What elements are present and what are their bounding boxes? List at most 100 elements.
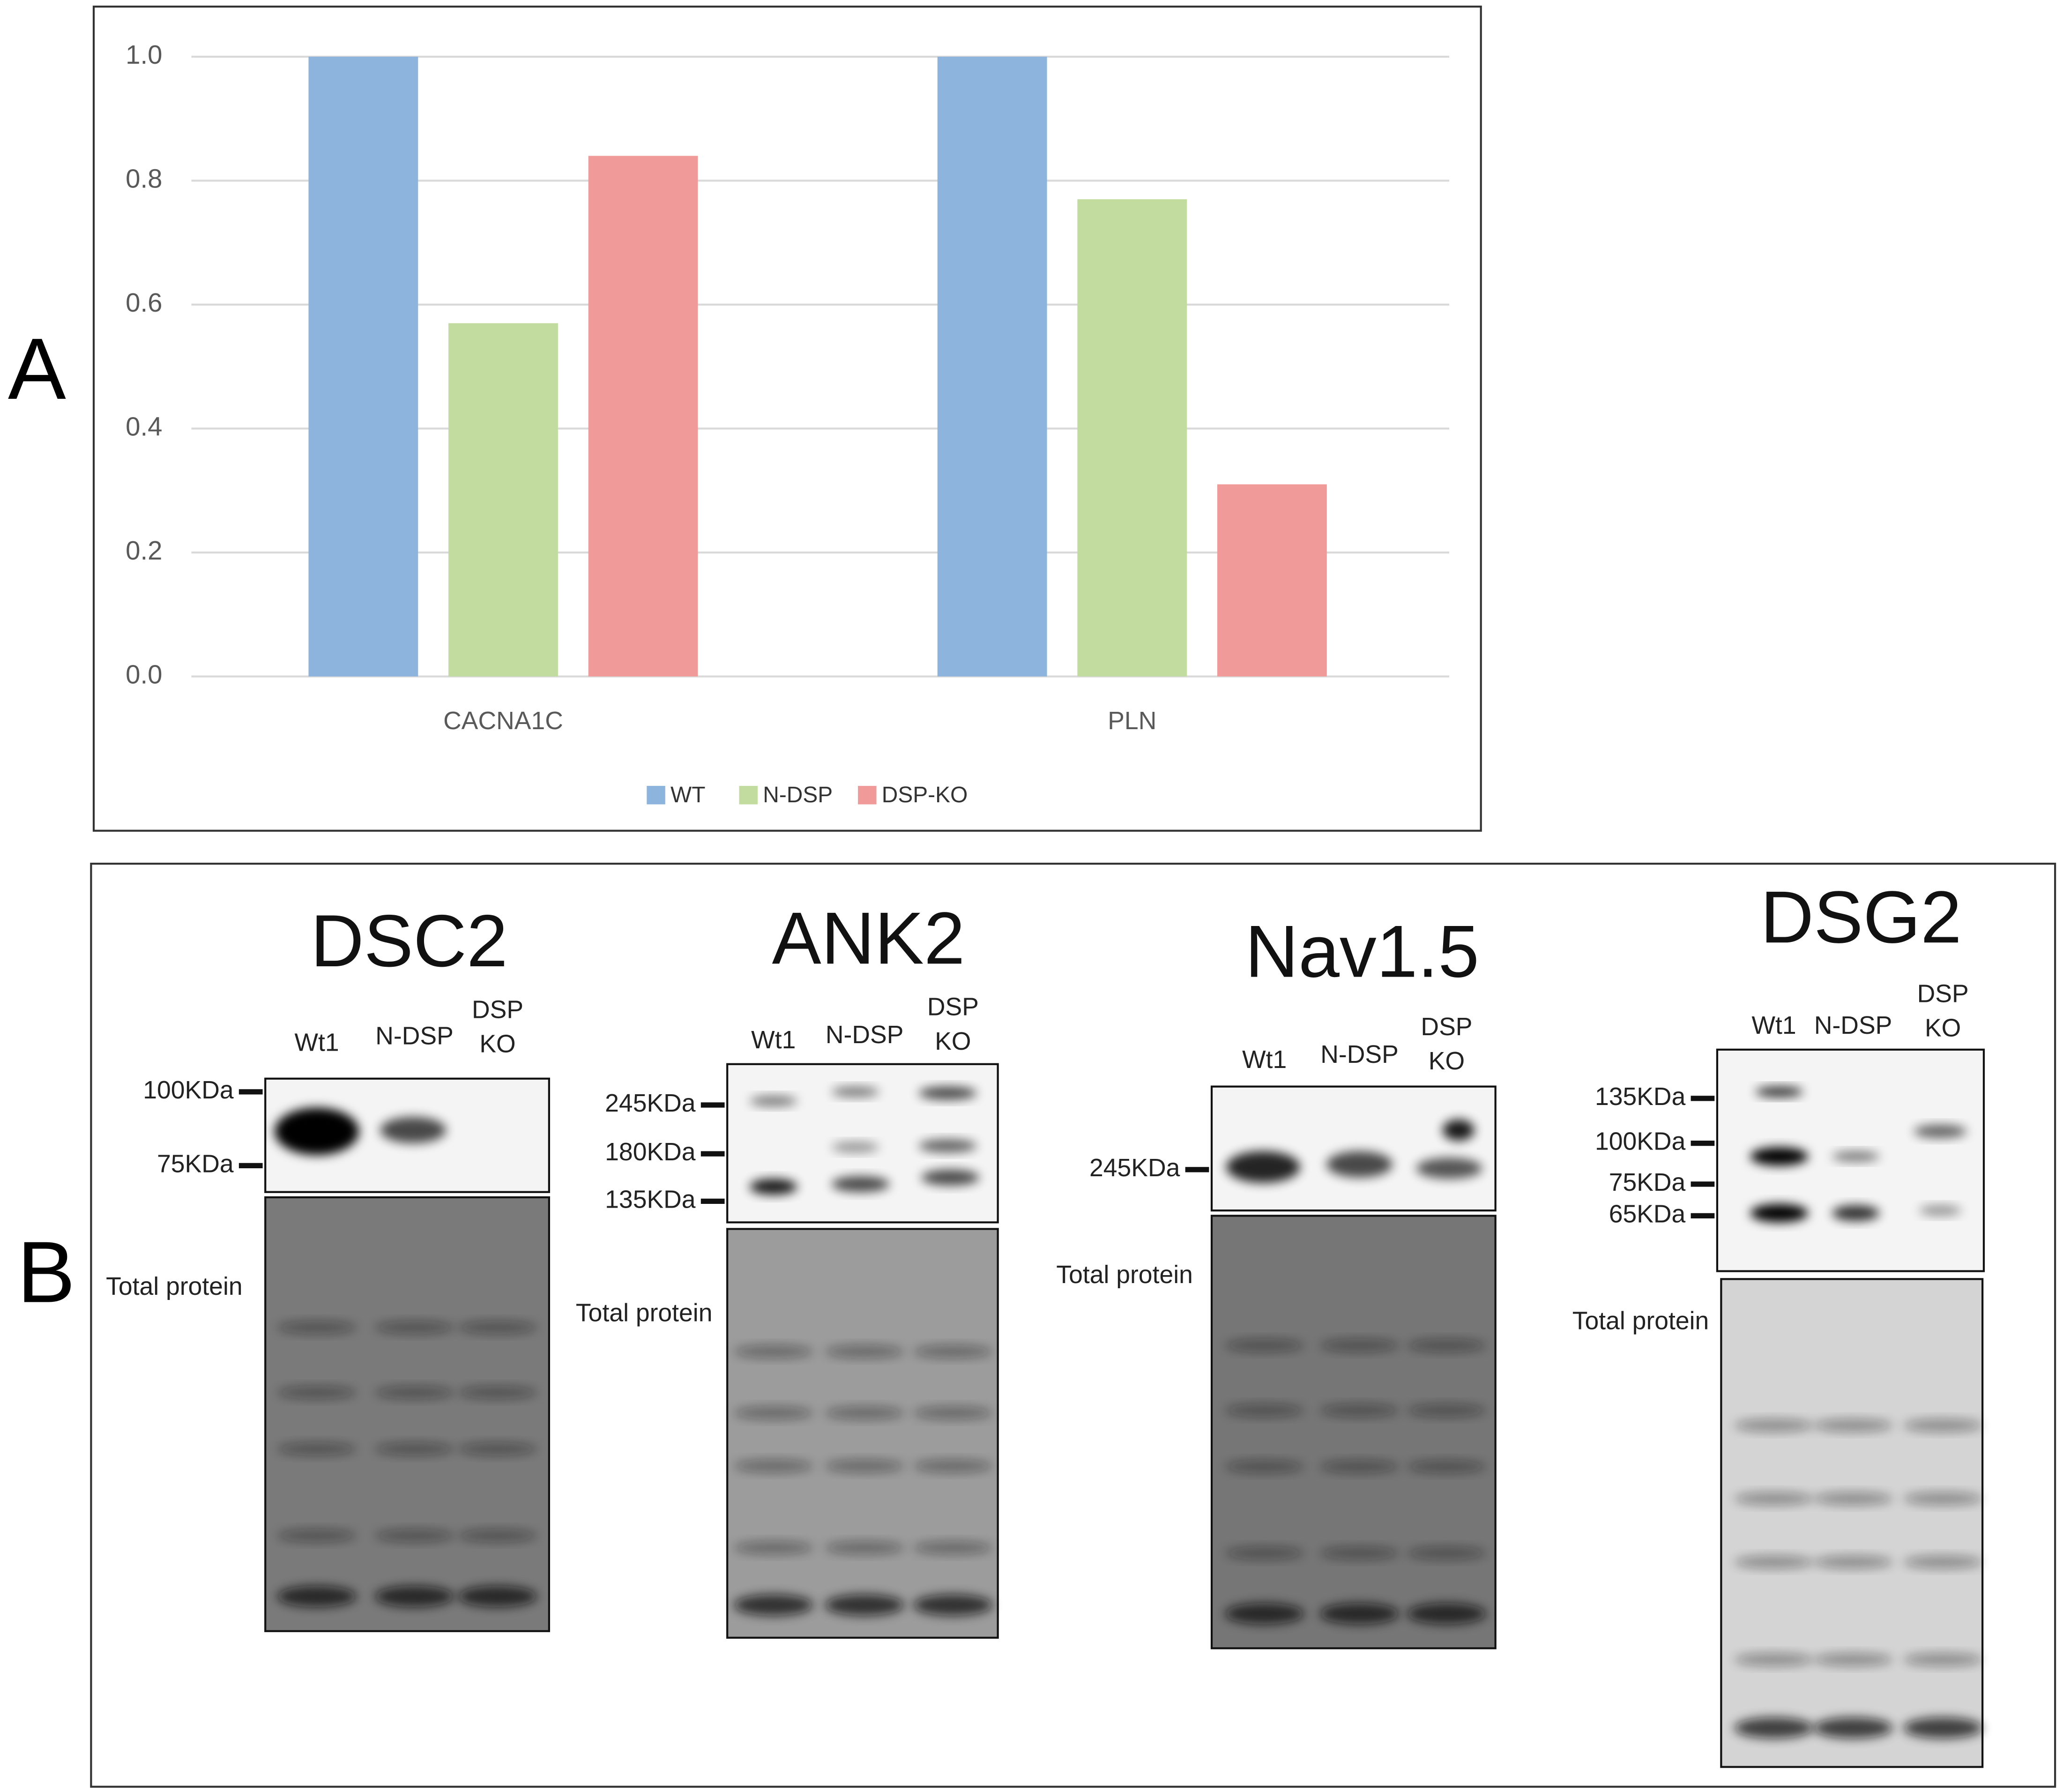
total-protein-band: [825, 1345, 904, 1359]
total-protein-band: [1320, 1603, 1400, 1624]
total-protein-band: [375, 1586, 454, 1607]
total-protein-band: [458, 1586, 537, 1607]
marker-label: 65KDa: [1609, 1200, 1686, 1228]
blot-title: DSC2: [311, 900, 508, 982]
lane-label: DSP: [1917, 980, 1969, 1008]
marker-label: 75KDa: [157, 1150, 234, 1178]
blot-band: [831, 1176, 890, 1192]
blot-band: [1750, 1147, 1809, 1166]
blot-band: [750, 1096, 797, 1106]
bar: [588, 156, 698, 677]
y-tick-label: 0.4: [126, 411, 162, 441]
blot-band: [918, 1139, 977, 1153]
lane-label: Wt1: [751, 1026, 796, 1054]
total-protein-band: [458, 1321, 537, 1334]
total-protein-band: [375, 1386, 454, 1399]
total-protein-band: [1225, 1546, 1304, 1560]
legend-label: WT: [670, 783, 705, 807]
bar: [937, 56, 1047, 677]
lane-label: Wt1: [1242, 1046, 1287, 1074]
total-protein-band: [277, 1321, 357, 1334]
blot-band: [1919, 1205, 1962, 1216]
marker-label: 75KDa: [1609, 1169, 1686, 1196]
lane-label: N-DSP: [375, 1023, 454, 1050]
y-tick-label: 0.8: [126, 164, 162, 193]
blot-band: [1832, 1151, 1880, 1162]
blot-band: [1326, 1151, 1393, 1178]
total-protein-band: [277, 1529, 357, 1543]
total-protein-band: [1407, 1404, 1486, 1417]
y-tick-label: 0.2: [126, 536, 162, 565]
blot-band: [1832, 1205, 1880, 1221]
blot-band: [1226, 1151, 1300, 1183]
lane-label: Wt1: [295, 1029, 339, 1057]
bar: [448, 323, 558, 677]
total-protein-band: [734, 1406, 813, 1420]
total-protein-band: [277, 1442, 357, 1456]
lane-label: KO: [1925, 1015, 1961, 1042]
lane-label: DSP: [472, 996, 523, 1023]
panel-b-frame: [90, 862, 2056, 1788]
total-protein-band: [1813, 1419, 1893, 1432]
lane-label: N-DSP: [1814, 1012, 1892, 1039]
marker-label: 135KDa: [1595, 1083, 1686, 1111]
blot-band: [1755, 1086, 1803, 1098]
total-protein-band: [1320, 1460, 1400, 1473]
lane-label: Wt1: [1751, 1012, 1796, 1039]
total-protein-band: [1407, 1546, 1486, 1560]
blot-band: [1416, 1157, 1482, 1179]
total-protein-label: Total protein: [576, 1299, 713, 1327]
blot-band: [921, 1169, 980, 1186]
total-protein-band: [1225, 1603, 1304, 1624]
total-protein-band: [913, 1459, 993, 1473]
blot-band: [1914, 1125, 1967, 1138]
lane-label: DSP: [927, 993, 979, 1021]
total-protein-label: Total protein: [1056, 1261, 1193, 1289]
blot-title: ANK2: [772, 897, 965, 979]
y-tick-label: 0.6: [126, 288, 162, 317]
y-tick-label: 1.0: [126, 40, 162, 69]
total-protein-band: [277, 1586, 357, 1607]
total-protein-band: [1903, 1492, 1983, 1505]
total-protein-band: [1903, 1419, 1983, 1432]
total-protein-band: [1407, 1339, 1486, 1352]
bar: [1077, 199, 1187, 677]
total-protein-band: [1225, 1460, 1304, 1473]
legend-swatch: [858, 786, 877, 805]
total-protein-band: [1734, 1717, 1814, 1739]
total-protein-band: [375, 1442, 454, 1456]
total-protein-label: Total protein: [106, 1273, 243, 1300]
marker-label: 100KDa: [143, 1076, 234, 1104]
total-protein-image: [1720, 1278, 1984, 1768]
lane-label: KO: [479, 1030, 515, 1058]
lane-label: KO: [1429, 1047, 1465, 1075]
marker-label: 245KDa: [1089, 1154, 1180, 1182]
total-protein-band: [1407, 1603, 1486, 1624]
total-protein-band: [1813, 1492, 1893, 1505]
total-protein-band: [734, 1459, 813, 1473]
lane-label: DSP: [1421, 1013, 1472, 1041]
blot-band: [1750, 1204, 1809, 1223]
lane-label: N-DSP: [1320, 1041, 1399, 1068]
total-protein-band: [825, 1594, 904, 1616]
blot-band: [750, 1179, 797, 1195]
lane-label: KO: [935, 1028, 971, 1055]
total-protein-band: [458, 1529, 537, 1543]
y-tick-label: 0.0: [126, 659, 162, 689]
panel-label: A: [8, 321, 66, 418]
x-tick-label: PLN: [1108, 707, 1156, 735]
total-protein-image: [264, 1196, 550, 1632]
blot-title: Nav1.5: [1245, 911, 1479, 993]
total-protein-band: [913, 1594, 993, 1616]
total-protein-band: [1903, 1555, 1983, 1569]
blot-band: [274, 1107, 359, 1155]
marker-label: 135KDa: [605, 1186, 696, 1214]
total-protein-band: [1320, 1339, 1400, 1352]
total-protein-band: [458, 1442, 537, 1456]
blot-band: [1443, 1119, 1475, 1141]
bar: [1217, 484, 1327, 677]
bar: [308, 56, 418, 677]
x-tick-label: CACNA1C: [443, 707, 563, 735]
